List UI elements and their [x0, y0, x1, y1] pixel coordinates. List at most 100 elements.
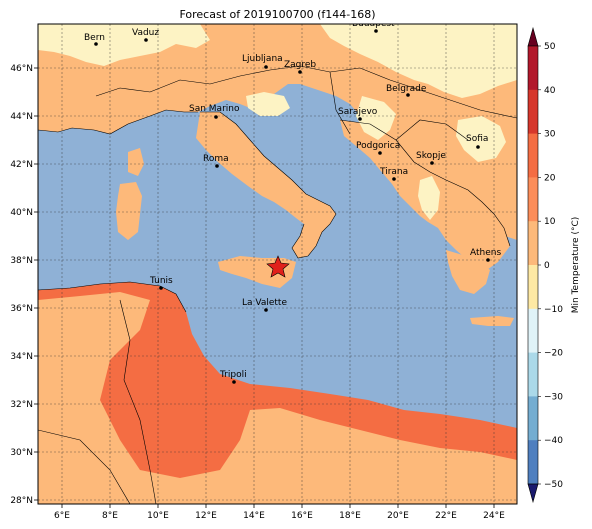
colorbar: 50 40 30 20 10 0 −10 −20 −30 −40 −50 — [527, 26, 563, 504]
colorbar-tick-label: 10 — [544, 217, 556, 227]
city-dot-athens — [486, 258, 490, 262]
x-tick-labels: 6°E 8°E 10°E 12°E 14°E 16°E 18°E 20°E 22… — [54, 511, 505, 521]
colorbar-segment — [528, 177, 538, 222]
colorbar-segment — [528, 46, 538, 91]
city-dot-sarajevo — [358, 117, 362, 121]
colorbar-bottom-extend — [527, 483, 539, 504]
city-dot-la-valette — [264, 308, 268, 312]
x-tick-label: 8°E — [102, 511, 118, 521]
y-tick-label: 38°N — [10, 256, 33, 266]
city-dot-bern — [94, 42, 98, 46]
x-tick-label: 10°E — [147, 511, 169, 521]
colorbar-tick-label: 0 — [544, 261, 550, 271]
gridlines — [38, 24, 517, 504]
city-label-podgorica: Podgorica — [356, 141, 400, 151]
city-label-tripoli: Tripoli — [219, 370, 247, 380]
colorbar-segment — [528, 133, 538, 178]
y-tick-label: 44°N — [10, 112, 33, 122]
colorbar-tick-label: −30 — [544, 392, 563, 402]
city-label-bern: Bern — [84, 33, 105, 43]
city-dot-tirana — [392, 177, 396, 181]
colorbar-tick-label: −40 — [544, 436, 563, 446]
city-dot-san-marino — [214, 115, 218, 119]
x-tick-label: 24°E — [483, 511, 505, 521]
land-italy — [196, 112, 336, 258]
y-tick-label: 36°N — [10, 304, 33, 314]
colorbar-tick-label: 20 — [544, 173, 556, 183]
city-dot-roma — [215, 164, 219, 168]
city-label-tunis: Tunis — [149, 276, 173, 286]
city-dot-ljubljana — [264, 65, 268, 69]
city-dot-zagreb — [298, 70, 302, 74]
y-tick-label: 34°N — [10, 352, 33, 362]
x-tick-label: 12°E — [195, 511, 217, 521]
city-label-athens: Athens — [470, 248, 501, 258]
land-crete — [470, 316, 514, 326]
cold-zone-pannonia — [320, 24, 517, 98]
star-marker-icon — [266, 255, 290, 278]
colorbar-segment — [528, 89, 538, 135]
colorbar-segment — [528, 308, 538, 354]
colorbar-tick-label: −10 — [544, 305, 563, 315]
cold-zone-alps — [38, 24, 210, 66]
x-tick-label: 16°E — [291, 511, 313, 521]
cold-zone-balkans — [356, 96, 396, 140]
colorbar-tick-label: −50 — [544, 480, 563, 490]
city-label-sarajevo: Sarajevo — [338, 107, 378, 117]
city-dot-budapest — [374, 29, 378, 33]
x-tick-label: 20°E — [387, 511, 409, 521]
city-label-belgrade: Belgrade — [386, 84, 427, 94]
map-frame — [37, 23, 518, 505]
y-tick-label: 42°N — [10, 160, 33, 170]
city-label-budapest: Budapest — [352, 19, 395, 29]
city-label-san-marino: San Marino — [189, 104, 240, 114]
city-dot-belgrade — [406, 93, 410, 97]
colorbar-tick-label: 40 — [544, 86, 556, 96]
city-labels: Bern Vaduz Budapest Ljubljana Zagreb Bel… — [84, 19, 501, 380]
colorbar-segment — [528, 352, 538, 397]
land-greece-south — [446, 250, 490, 294]
colorbar-segment — [528, 221, 538, 266]
x-tick-label: 18°E — [339, 511, 361, 521]
colorbar-tick-label: 30 — [544, 130, 556, 140]
map-area: Bern Vaduz Budapest Ljubljana Zagreb Bel… — [38, 19, 517, 504]
city-dot-tunis — [159, 286, 163, 290]
city-dots — [94, 29, 490, 384]
colorbar-tick-label: −20 — [544, 349, 563, 359]
colorbar-top-extend — [527, 26, 539, 47]
axis-ticks — [34, 67, 495, 508]
city-label-zagreb: Zagreb — [284, 60, 316, 70]
city-label-roma: Roma — [203, 154, 229, 164]
colorbar-segment — [528, 396, 538, 441]
map-title: Forecast of 2019100700 (f144-168) — [179, 8, 376, 21]
land-corsica — [128, 148, 144, 176]
y-tick-label: 32°N — [10, 400, 33, 410]
cold-zone-apennines — [246, 92, 290, 116]
city-label-vaduz: Vaduz — [132, 28, 159, 38]
city-dot-sofia — [476, 145, 480, 149]
cold-zone-rhodopes — [456, 116, 506, 162]
city-dot-tripoli — [232, 380, 236, 384]
y-tick-label: 40°N — [10, 208, 33, 218]
city-dot-podgorica — [378, 151, 382, 155]
land-north-africa-mild — [38, 292, 517, 504]
y-tick-label: 46°N — [10, 64, 33, 74]
land-sardinia — [116, 182, 142, 240]
y-tick-label: 30°N — [10, 448, 33, 458]
y-tick-label: 28°N — [10, 496, 33, 506]
city-dot-skopje — [430, 161, 434, 165]
colorbar-segment — [528, 440, 538, 485]
city-label-sofia: Sofia — [466, 134, 488, 144]
x-tick-label: 6°E — [54, 511, 70, 521]
x-tick-label: 22°E — [435, 511, 457, 521]
x-tick-label: 14°E — [243, 511, 265, 521]
colorbar-tick-label: 50 — [544, 42, 556, 52]
city-label-la-valette: La Valette — [242, 298, 287, 308]
cold-zone-pindus — [418, 176, 440, 220]
colorbar-segment — [528, 265, 538, 310]
city-dot-vaduz — [144, 38, 148, 42]
city-label-tirana: Tirana — [379, 167, 408, 177]
y-tick-labels: 46°N 44°N 42°N 40°N 38°N 36°N 34°N 32°N … — [10, 64, 33, 506]
colorbar-label: Min Temperature (°C) — [571, 217, 581, 314]
